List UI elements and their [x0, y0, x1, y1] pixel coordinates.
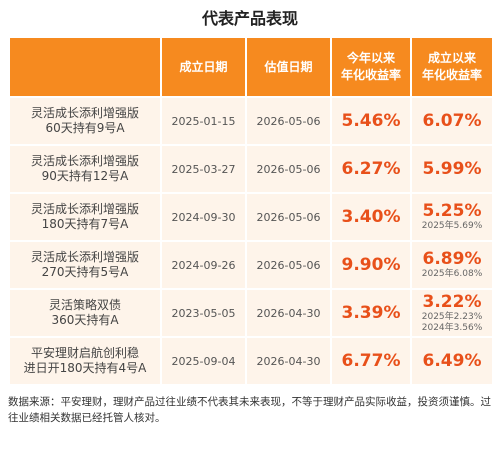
text-line: 灵活成长添利增强版	[30, 154, 139, 168]
text-line: 进日开180天持有4号A	[23, 361, 147, 375]
start-date: 2025-09-04	[160, 336, 247, 386]
text-line: 估值日期	[264, 59, 313, 74]
product-name: 灵活成长添利增强版 180天持有7号A	[8, 192, 162, 242]
product-name: 灵活成长添利增强版 270天持有5号A	[8, 240, 162, 290]
title: 代表产品表现	[201, 9, 298, 28]
annual-note: 2025年6.08%	[421, 269, 483, 279]
text-line: 成立以来	[427, 51, 476, 65]
return-value: 3.22%	[422, 291, 482, 312]
text-line: 90天持有12号A	[41, 169, 129, 183]
header-cell	[8, 36, 162, 98]
start-date: 2024-09-26	[160, 240, 247, 290]
valuation-date: 2026-05-06	[245, 96, 332, 146]
product-row: 灵活成长添利增强版 270天持有5号A 2024-09-26 2026-05-06 9.…	[8, 240, 494, 290]
return-value: 5.99%	[422, 158, 482, 179]
since-inception-return: 6.89% 2025年6.08%	[410, 240, 494, 290]
valuation-date: 2026-05-06	[245, 192, 332, 242]
since-inception-return: 6.49%	[410, 336, 494, 386]
text-line: 平安理财启航创利稳	[30, 346, 139, 360]
text-line: 灵活成长添利增强版	[30, 250, 139, 264]
product-name: 灵活成长添利增强版 60天持有9号A	[8, 96, 162, 146]
start-date: 2025-03-27	[160, 144, 247, 194]
valuation-date: 2026-04-30	[245, 288, 332, 338]
product-row: 灵活成长添利增强版 60天持有9号A 2025-01-15 2026-05-06 5.4…	[8, 96, 494, 146]
product-name: 平安理财启航创利稳 进日开180天持有4号A	[8, 336, 162, 386]
ytd-return: 9.90%	[330, 240, 412, 290]
footer-note: 数据来源：平安理财，理财产品过往业绩不代表其未来表现，不等于理财产品实际收益，投…	[8, 396, 491, 424]
text-line: 灵活成长添利增强版	[30, 202, 139, 216]
text-line: 360天持有A	[51, 313, 119, 327]
text-line: 灵活策略双债	[48, 298, 121, 312]
since-inception-return: 3.22% 2025年2.23% 2024年3.56%	[410, 288, 494, 338]
ytd-return: 5.46%	[330, 96, 412, 146]
header-cell: 估值日期	[245, 36, 332, 98]
since-inception-return: 5.25% 2025年5.69%	[410, 192, 494, 242]
text-line: 年化收益率	[421, 68, 482, 82]
text-line: 今年以来	[346, 51, 395, 65]
header-row: 成立日期 估值日期 今年以来 年化收益率 成立以来 年化收益率	[8, 36, 494, 98]
text-line: 60天持有9号A	[45, 121, 125, 135]
ytd-return: 6.27%	[330, 144, 412, 194]
return-value: 6.07%	[422, 110, 482, 131]
ytd-return: 3.40%	[330, 192, 412, 242]
annual-note: 2025年2.23%	[421, 311, 483, 322]
start-date: 2023-05-05	[160, 288, 247, 338]
annual-note: 2024年3.56%	[421, 322, 483, 333]
return-value: 5.25%	[422, 201, 482, 221]
since-inception-return: 5.99%	[410, 144, 494, 194]
start-date: 2024-09-30	[160, 192, 247, 242]
header-cell: 成立以来 年化收益率	[410, 36, 494, 98]
text-line: 年化收益率	[340, 68, 401, 82]
product-row: 灵活成长添利增强版 90天持有12号A 2025-03-27 2026-05-06 6.…	[8, 144, 494, 194]
ytd-return: 3.39%	[330, 288, 412, 338]
product-row: 灵活成长添利增强版 180天持有7号A 2024-09-30 2026-05-06 3.…	[8, 192, 494, 242]
header-cell: 今年以来 年化收益率	[330, 36, 412, 98]
text-line: 灵活成长添利增强版	[30, 106, 139, 120]
valuation-date: 2026-04-30	[245, 336, 332, 386]
product-row: 灵活策略双债 360天持有A 2023-05-05 2026-04-30 3.39% 3.…	[8, 288, 494, 338]
text-line: 成立日期	[179, 59, 228, 74]
return-value: 6.89%	[422, 249, 482, 269]
annual-note: 2025年5.69%	[421, 221, 483, 231]
ytd-return: 6.77%	[330, 336, 412, 386]
start-date: 2025-01-15	[160, 96, 247, 146]
product-name: 灵活策略双债 360天持有A	[8, 288, 162, 338]
product-name: 灵活成长添利增强版 90天持有12号A	[8, 144, 162, 194]
product-table: 成立日期 估值日期 今年以来 年化收益率 成立以来 年化收益率 灵活成长添利增强版 60天持…	[8, 36, 494, 386]
since-inception-return: 6.07%	[410, 96, 494, 146]
valuation-date: 2026-05-06	[245, 240, 332, 290]
text-line: 180天持有7号A	[41, 217, 129, 231]
product-row: 平安理财启航创利稳 进日开180天持有4号A 2025-09-04 2026-04-3…	[8, 336, 494, 386]
text-line: 270天持有5号A	[41, 265, 129, 279]
header-cell: 成立日期	[160, 36, 247, 98]
return-value: 6.49%	[422, 350, 482, 371]
valuation-date: 2026-05-06	[245, 144, 332, 194]
